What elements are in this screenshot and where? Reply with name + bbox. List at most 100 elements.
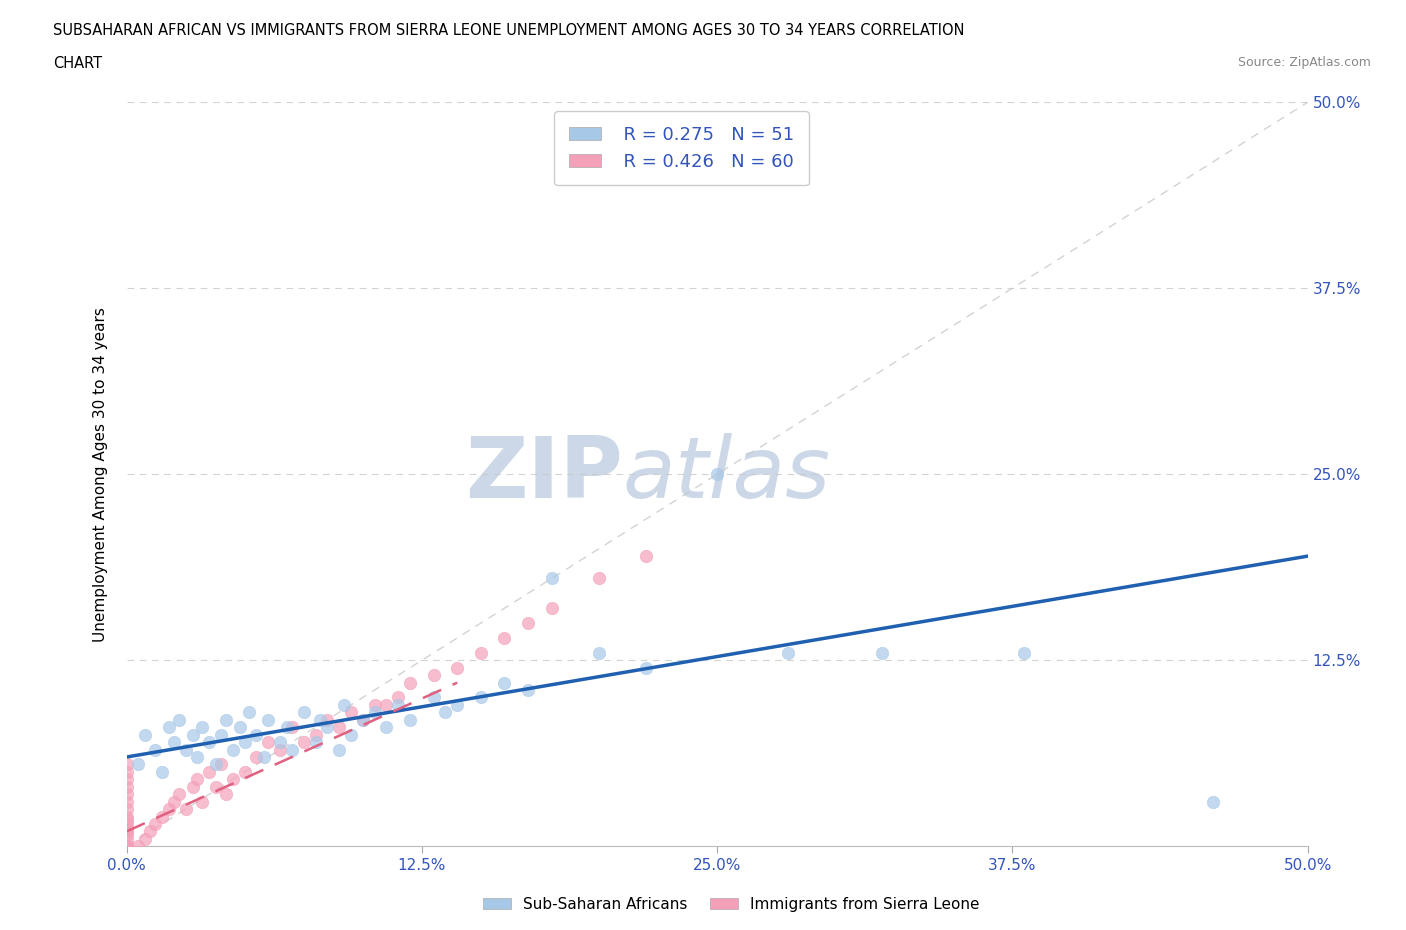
Point (115, 839, 138, 854)
Point (205, 779, 228, 794)
Point (328, 742, 350, 757)
Point (352, 712, 374, 727)
Point (150, 764, 173, 779)
Point (115, 839, 138, 854)
Legend:   R = 0.275   N = 51,   R = 0.426   N = 60: R = 0.275 N = 51, R = 0.426 N = 60 (554, 112, 808, 185)
Point (167, 712, 190, 727)
Point (115, 827, 138, 842)
Point (222, 742, 245, 757)
Point (115, 824, 138, 839)
Point (163, 735, 186, 750)
Text: atlas: atlas (623, 432, 831, 516)
Point (134, 727, 156, 742)
Point (127, 839, 149, 854)
Point (198, 735, 221, 750)
Point (115, 839, 138, 854)
Point (328, 720, 350, 735)
Point (163, 794, 186, 809)
Point (115, 757, 138, 772)
Point (215, 787, 238, 802)
Point (198, 764, 221, 779)
Point (143, 742, 166, 757)
Point (229, 720, 252, 735)
Legend: Sub-Saharan Africans, Immigrants from Sierra Leone: Sub-Saharan Africans, Immigrants from Si… (477, 891, 986, 918)
Point (387, 690, 409, 705)
Point (540, 601, 562, 616)
Point (191, 720, 214, 735)
Point (333, 698, 356, 712)
Point (167, 787, 190, 802)
Point (115, 821, 138, 836)
Point (181, 779, 204, 794)
Point (292, 735, 315, 750)
Text: CHART: CHART (53, 56, 103, 71)
Point (470, 690, 492, 705)
Point (276, 720, 298, 735)
Point (222, 772, 245, 787)
Point (139, 824, 162, 839)
Point (636, 660, 658, 675)
Point (245, 727, 267, 742)
Point (375, 720, 398, 735)
Y-axis label: Unemployment Among Ages 30 to 34 years: Unemployment Among Ages 30 to 34 years (93, 307, 108, 642)
Point (115, 794, 138, 809)
Point (191, 794, 214, 809)
Point (872, 645, 894, 660)
Point (115, 779, 138, 794)
Point (181, 727, 204, 742)
Point (281, 742, 304, 757)
Point (157, 720, 180, 735)
Point (150, 809, 173, 824)
Point (363, 705, 385, 720)
Point (304, 727, 326, 742)
Point (352, 712, 374, 727)
Point (387, 698, 409, 712)
Point (233, 735, 256, 750)
Point (115, 839, 138, 854)
Point (115, 787, 138, 802)
Point (209, 757, 232, 772)
Point (281, 720, 304, 735)
Point (363, 698, 385, 712)
Point (115, 764, 138, 779)
Point (1012, 645, 1035, 660)
Point (422, 690, 444, 705)
Point (340, 705, 363, 720)
Point (115, 817, 138, 831)
Point (494, 675, 516, 690)
Point (245, 750, 267, 764)
Point (174, 802, 197, 817)
Point (446, 698, 468, 712)
Point (115, 772, 138, 787)
Point (309, 712, 332, 727)
Point (399, 712, 422, 727)
Point (304, 735, 326, 750)
Point (209, 727, 232, 742)
Point (588, 645, 610, 660)
Point (776, 645, 799, 660)
Text: SUBSAHARAN AFRICAN VS IMMIGRANTS FROM SIERRA LEONE UNEMPLOYMENT AMONG AGES 30 TO: SUBSAHARAN AFRICAN VS IMMIGRANTS FROM SI… (53, 23, 965, 38)
Point (143, 817, 166, 831)
Point (517, 683, 540, 698)
Point (134, 831, 156, 846)
Point (446, 660, 468, 675)
Text: Source: ZipAtlas.com: Source: ZipAtlas.com (1237, 56, 1371, 69)
Point (292, 705, 315, 720)
Text: ZIP: ZIP (465, 432, 623, 516)
Point (375, 698, 398, 712)
Point (434, 705, 457, 720)
Point (174, 742, 197, 757)
Point (588, 571, 610, 586)
Point (636, 549, 658, 564)
Point (269, 735, 291, 750)
Point (115, 839, 138, 854)
Point (186, 772, 208, 787)
Point (215, 712, 238, 727)
Point (257, 712, 280, 727)
Point (233, 764, 256, 779)
Point (517, 616, 540, 631)
Point (340, 727, 363, 742)
Point (470, 645, 492, 660)
Point (1202, 794, 1225, 809)
Point (115, 809, 138, 824)
